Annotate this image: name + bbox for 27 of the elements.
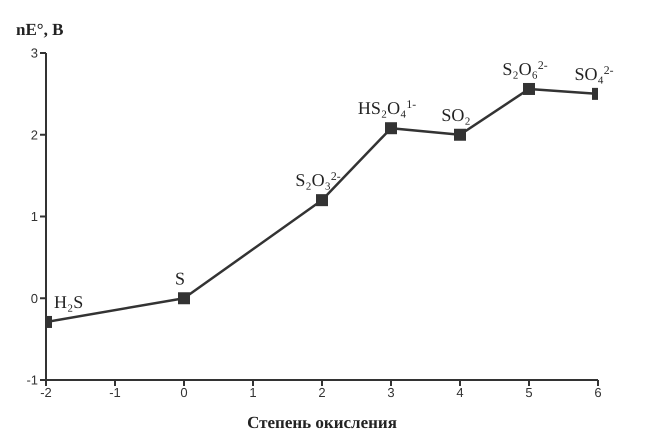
point xyxy=(385,122,397,134)
annotation: S₂O₆$^{2-}$ xyxy=(502,58,548,79)
x-tick-label: 1 xyxy=(249,385,257,400)
x-tick-label: 5 xyxy=(525,385,533,400)
x-axis-title: Степень окисления xyxy=(247,413,397,432)
y-tick-label: 3 xyxy=(30,46,38,61)
point xyxy=(454,128,466,141)
x-tick-label: -2 xyxy=(40,385,52,400)
annotation: SO₂ xyxy=(441,104,471,125)
y-tick-label: -1 xyxy=(26,372,38,388)
annotation: SO₄$^{2-}$ xyxy=(574,63,614,84)
point xyxy=(523,82,535,95)
y-tick-label: 2 xyxy=(30,127,38,142)
annotation: S xyxy=(174,268,186,288)
x-tick-label: 3 xyxy=(387,385,395,400)
annotation: H₂S xyxy=(54,292,84,312)
x-tick-label: 0 xyxy=(180,385,188,400)
annotation: S₂O₃$^{2-}$ xyxy=(295,170,341,190)
y-tick-label: 1 xyxy=(30,209,38,224)
annotation: HS₂O₄$^{1-}$ xyxy=(358,98,416,118)
x-tick-label: 6 xyxy=(594,385,602,400)
y-tick-label: 0 xyxy=(30,290,38,306)
x-tick-label: 2 xyxy=(318,385,326,400)
x-tick-label: 4 xyxy=(456,385,464,400)
point xyxy=(316,194,328,206)
x-tick-label: -1 xyxy=(109,385,121,400)
y-axis-title: nE°, B xyxy=(16,20,64,39)
